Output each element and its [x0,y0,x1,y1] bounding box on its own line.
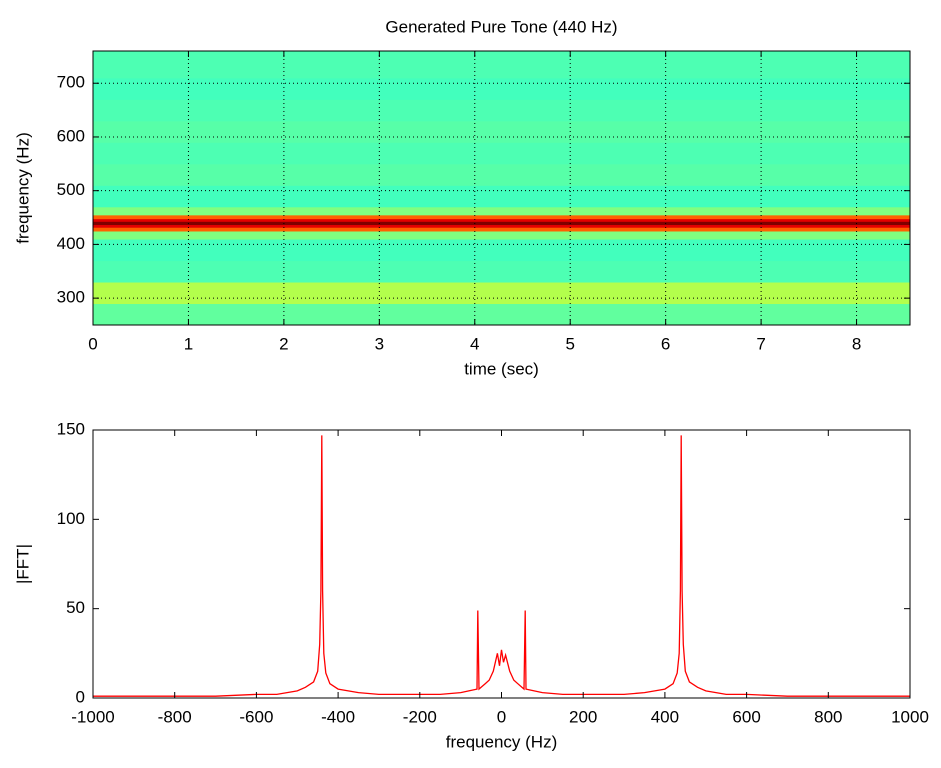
x-tick-label: 8 [852,334,861,353]
x-tick-label: 0 [88,334,97,353]
heatmap-band [93,230,910,240]
heatmap-band [93,185,910,208]
x-tick-label: 200 [569,707,597,726]
x-tick-label: -400 [321,707,355,726]
x-tick-label: 5 [565,334,574,353]
heatmap-band [93,120,910,143]
y-tick-label: 0 [76,687,85,706]
heatmap-band [93,214,910,220]
x-axis-label: time (sec) [464,359,539,378]
heatmap-band [93,227,910,232]
x-tick-label: 6 [661,334,670,353]
x-axis-label: frequency (Hz) [446,732,557,751]
heatmap-band [93,142,910,165]
heatmap-band [93,51,910,79]
x-tick-label: 1 [184,334,193,353]
heatmap-band [93,77,910,100]
y-tick-label: 150 [57,419,85,438]
y-axis-label: |FFT| [13,544,32,584]
line [93,435,910,697]
x-tick-label: -600 [239,707,273,726]
y-tick-label: 50 [66,598,85,617]
chart-title: Generated Pure Tone (440 Hz) [385,17,617,36]
axes-frame [92,429,911,699]
y-tick-label: 700 [57,73,85,92]
heatmap-band [93,206,910,216]
heatmap-band [93,221,910,226]
x-tick-label: 1000 [891,707,929,726]
y-tick-label: 400 [57,234,85,253]
x-tick-label: 7 [756,334,765,353]
y-tick-label: 600 [57,126,85,145]
y-tick-label: 500 [57,180,85,199]
x-tick-label: -1000 [71,707,114,726]
y-tick-label: 100 [57,509,85,528]
heatmap-band [93,260,910,283]
x-tick-label: 2 [279,334,288,353]
x-tick-label: 3 [375,334,384,353]
x-tick-label: 600 [732,707,760,726]
x-tick-label: 0 [497,707,506,726]
x-tick-label: 4 [470,334,479,353]
heatmap-band [93,218,910,222]
y-tick-label: 300 [57,288,85,307]
heatmap-band [93,239,910,262]
y-axis-label: frequency (Hz) [13,132,32,243]
heatmap-band [93,303,910,326]
x-tick-label: -800 [158,707,192,726]
x-tick-label: -200 [403,707,437,726]
heatmap-band [93,99,910,122]
x-tick-label: 400 [651,707,679,726]
axes-frame [92,50,911,326]
heatmap-band [93,163,910,186]
heatmap-band [93,282,910,305]
heatmap-band [93,224,910,228]
x-tick-label: 800 [814,707,842,726]
